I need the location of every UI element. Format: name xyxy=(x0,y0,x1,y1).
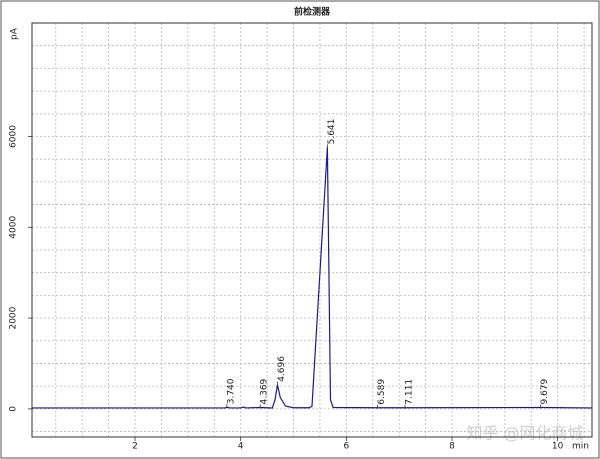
y-axis-label: pA xyxy=(10,27,20,40)
peak-label: 5.641 xyxy=(327,119,337,145)
trace xyxy=(32,147,593,409)
peak-label: 9.679 xyxy=(540,378,550,404)
x-tick-label: 2 xyxy=(132,442,138,452)
y-tick-label: 2000 xyxy=(9,306,19,329)
peak-label: 3.740 xyxy=(226,378,236,404)
peak-label: 4.696 xyxy=(277,356,287,382)
watermark: 知乎 @网化商城 xyxy=(466,424,583,443)
peak-label: 6.589 xyxy=(377,379,387,405)
x-tick-label: 6 xyxy=(343,442,349,452)
x-tick-label: 8 xyxy=(449,442,455,452)
peak-label: 7.111 xyxy=(405,379,415,405)
chart-title: 前检测器 xyxy=(294,6,331,18)
x-axis-label: min xyxy=(572,442,589,452)
peak-label: 4.369 xyxy=(260,378,270,404)
x-tick-label: 4 xyxy=(238,442,244,452)
plot-area xyxy=(31,22,593,438)
x-tick-label: 10 xyxy=(552,442,564,452)
y-tick-label: 4000 xyxy=(9,216,19,239)
y-tick-label: 0 xyxy=(9,406,19,412)
y-tick-label: 6000 xyxy=(9,125,19,148)
